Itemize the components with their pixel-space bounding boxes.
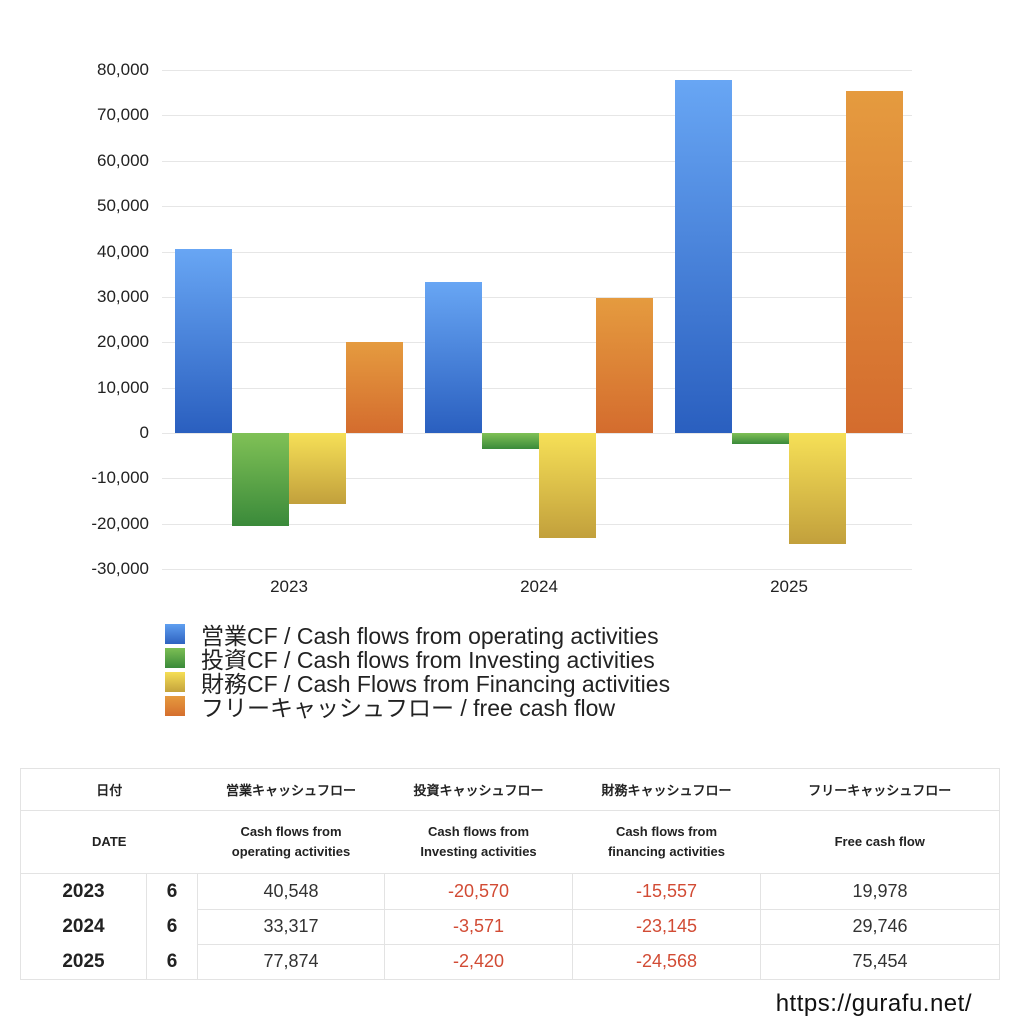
bar-investing-2023 <box>232 433 289 527</box>
gridline <box>162 342 912 343</box>
row-year: 2023 <box>20 873 147 909</box>
header-investing-jp: 投資キャッシュフロー <box>384 768 573 811</box>
header-operating-en: Cash flows from operating activities <box>197 810 385 874</box>
gridline <box>162 161 912 162</box>
table-header-jp: 日付 営業キャッシュフロー 投資キャッシュフロー 財務キャッシュフロー フリーキ… <box>20 768 1000 811</box>
y-tick-label: -30,000 <box>91 559 149 579</box>
header-date-en: DATE <box>20 810 198 874</box>
chart-legend: 営業CF / Cash flows from operating activit… <box>165 622 670 721</box>
y-tick-label: 0 <box>139 423 149 442</box>
cell-investing: -2,420 <box>384 943 573 980</box>
bar-financing-2025 <box>789 433 846 545</box>
legend-swatch-financing <box>165 672 185 692</box>
x-tick-label: 2024 <box>520 577 558 596</box>
cell-free: 19,978 <box>760 873 1000 910</box>
header-financing-en: Cash flows from financing activities <box>572 810 761 874</box>
bar-financing-2023 <box>289 433 346 504</box>
table-row: 2025 6 77,874 -2,420 -24,568 75,454 <box>20 943 1000 980</box>
legend-swatch-operating <box>165 624 185 644</box>
bar-financing-2024 <box>539 433 596 539</box>
y-tick-label: 70,000 <box>97 105 149 125</box>
header-free-en: Free cash flow <box>760 810 1000 874</box>
y-tick-label: 50,000 <box>97 196 149 216</box>
legend-item-operating: 営業CF / Cash flows from operating activit… <box>165 622 670 649</box>
table-header-en: DATE Cash flows from operating activitie… <box>20 810 1000 874</box>
legend-swatch-free <box>165 696 185 716</box>
gridline <box>162 297 912 298</box>
y-tick-label: 40,000 <box>97 241 149 261</box>
y-tick-label: 10,000 <box>97 377 149 397</box>
x-tick-label: 2023 <box>270 577 308 596</box>
row-year: 2025 <box>20 944 147 980</box>
bar-investing-2025 <box>732 433 789 444</box>
cell-free: 75,454 <box>760 943 1000 980</box>
y-tick-label: 80,000 <box>97 60 149 79</box>
bar-free-2023 <box>346 342 403 433</box>
cell-financing: -23,145 <box>572 908 761 945</box>
row-month: 6 <box>146 944 198 980</box>
gridline <box>162 70 912 71</box>
legend-swatch-investing <box>165 648 185 668</box>
gridline <box>162 478 912 479</box>
y-tick-label: -10,000 <box>91 468 149 488</box>
cell-investing: -3,571 <box>384 908 573 945</box>
cell-investing: -20,570 <box>384 873 573 910</box>
header-financing-jp: 財務キャッシュフロー <box>572 768 761 811</box>
y-tick-label: 30,000 <box>97 286 149 306</box>
y-tick-label: 60,000 <box>97 150 149 170</box>
header-investing-en: Cash flows from Investing activities <box>384 810 573 874</box>
legend-item-financing: 財務CF / Cash Flows from Financing activit… <box>165 670 670 697</box>
cell-operating: 33,317 <box>197 908 385 945</box>
cell-financing: -24,568 <box>572 943 761 980</box>
legend-item-free: フリーキャッシュフロー / free cash flow <box>165 694 670 721</box>
gridline <box>162 252 912 253</box>
cell-free: 29,746 <box>760 908 1000 945</box>
bar-operating-2024 <box>425 281 482 433</box>
gridline <box>162 206 912 207</box>
table-row: 2024 6 33,317 -3,571 -23,145 29,746 <box>20 908 1000 945</box>
bar-operating-2023 <box>175 249 232 433</box>
bar-operating-2025 <box>675 79 732 433</box>
cell-operating: 40,548 <box>197 873 385 910</box>
cell-operating: 77,874 <box>197 943 385 980</box>
row-year: 2024 <box>20 909 147 944</box>
y-tick-label: -20,000 <box>91 513 149 533</box>
header-operating-jp: 営業キャッシュフロー <box>197 768 385 811</box>
cash-flow-chart: 80,000 70,000 60,000 50,000 40,000 30,000 20,0… <box>91 60 912 596</box>
bar-free-2025 <box>846 90 903 433</box>
header-date-jp: 日付 <box>20 768 198 811</box>
legend-label: 財務CF / Cash Flows from Financing activit… <box>201 671 671 697</box>
table-row: 2023 6 40,548 -20,570 -15,557 19,978 <box>20 873 1000 910</box>
x-tick-label: 2025 <box>770 577 808 596</box>
header-free-jp: フリーキャッシュフロー <box>760 768 1000 811</box>
row-month: 6 <box>146 909 198 944</box>
bar-investing-2024 <box>482 433 539 450</box>
legend-label: フリーキャッシュフロー / free cash flow <box>201 695 616 721</box>
gridline <box>162 569 912 570</box>
y-tick-label: 20,000 <box>97 332 149 352</box>
cell-financing: -15,557 <box>572 873 761 910</box>
row-month: 6 <box>146 873 198 909</box>
legend-item-investing: 投資CF / Cash flows from Investing activit… <box>165 646 670 673</box>
gridline <box>162 524 912 525</box>
gridline <box>162 115 912 116</box>
gridline <box>162 388 912 389</box>
legend-label: 投資CF / Cash flows from Investing activit… <box>201 647 655 673</box>
cash-flow-table: 日付 営業キャッシュフロー 投資キャッシュフロー 財務キャッシュフロー フリーキ… <box>20 768 1000 980</box>
legend-label: 営業CF / Cash flows from operating activit… <box>201 623 659 649</box>
site-url-link[interactable]: https://gurafu.net/ <box>775 990 972 1017</box>
bar-free-2024 <box>596 298 653 433</box>
